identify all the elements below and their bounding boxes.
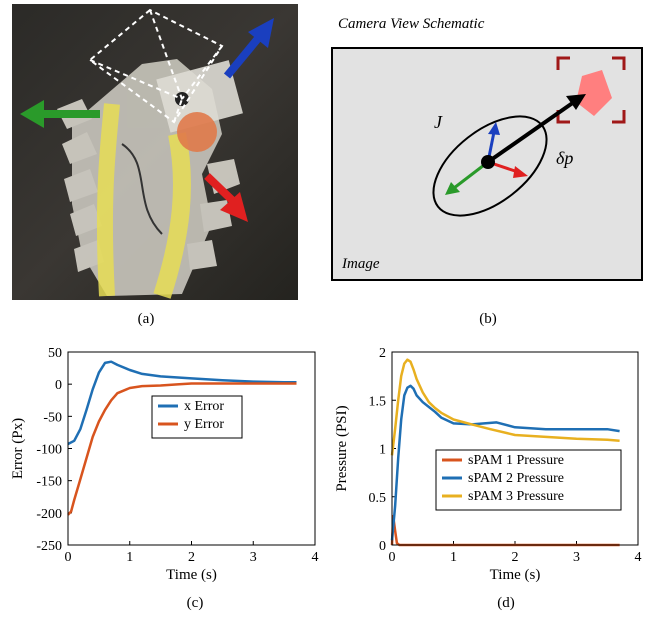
blue-arrow-icon	[223, 18, 274, 79]
x-tick-label: 3	[573, 550, 580, 565]
x-tick-label: 4	[635, 550, 642, 565]
series-line	[390, 358, 620, 456]
series-line	[390, 384, 620, 541]
legend-label: sPAM 2 Pressure	[468, 471, 564, 486]
y-tick-label: -150	[36, 475, 62, 490]
delta-p-arrow-icon	[486, 94, 586, 164]
y-tick-label: 50	[48, 346, 62, 361]
plot-frame	[67, 351, 316, 546]
legend-box	[151, 395, 243, 439]
x-tick-label: 0	[65, 550, 72, 565]
pressure-chart: 2 1.5 1 0.5 00 1 2 3 4 Time (s) Pressure (PSI) sPAM…	[334, 346, 642, 583]
series-line	[67, 382, 297, 516]
y-tick-label: 0.5	[369, 491, 387, 506]
legend-label: y Error	[184, 417, 224, 432]
legend-label: sPAM 3 Pressure	[468, 489, 564, 504]
image-label: Image	[341, 256, 380, 272]
legend-label: x Error	[184, 399, 224, 414]
schematic-title: Camera View Schematic	[338, 16, 485, 32]
x-tick-label: 1	[450, 550, 457, 565]
red-arrow-icon	[204, 173, 248, 222]
x-axis-label: Time (s)	[166, 567, 217, 583]
y-tick-label: -200	[36, 507, 62, 522]
legend-box	[435, 449, 622, 511]
x-tick-label: 3	[250, 550, 257, 565]
y-tick-label: -100	[36, 443, 62, 458]
y-tick-label: 1	[379, 443, 386, 458]
x-axis-label: Time (s)	[490, 567, 541, 583]
caption-d: (d)	[497, 595, 515, 611]
green-arrow-icon	[20, 100, 100, 128]
series-line	[390, 514, 620, 547]
x-tick-label: 4	[312, 550, 319, 565]
y-tick-label: 1.5	[369, 394, 387, 409]
y-tick-label: 0	[55, 378, 62, 393]
x-tick-label: 0	[389, 550, 396, 565]
plot-frame	[391, 351, 639, 546]
y-tick-label: -50	[43, 410, 62, 425]
series-line	[67, 360, 297, 446]
y-tick-label: 0	[379, 539, 386, 554]
target-bracket-icon	[556, 56, 626, 124]
target-marker-icon	[576, 70, 612, 116]
legend-label: sPAM 1 Pressure	[468, 453, 564, 468]
y-axis-label: Pressure (PSI)	[334, 405, 350, 491]
x-tick-label: 1	[126, 550, 133, 565]
camera-view-schematic: J δp Image	[331, 47, 643, 281]
robot-photo	[12, 4, 298, 300]
y-axis-label: Error (Px)	[10, 418, 26, 479]
caption-b: (b)	[479, 311, 497, 327]
green-axis-arrow-icon	[445, 160, 489, 195]
y-tick-label: -250	[36, 539, 62, 554]
y-tick-label: 2	[379, 346, 386, 361]
x-tick-label: 2	[188, 550, 195, 565]
jacobian-label: J	[434, 112, 443, 132]
caption-c: (c)	[186, 595, 204, 611]
delta-p-label: δp	[556, 148, 573, 168]
camera-frustum-icon	[88, 8, 224, 124]
x-tick-label: 2	[512, 550, 519, 565]
caption-a: (a)	[137, 311, 155, 327]
